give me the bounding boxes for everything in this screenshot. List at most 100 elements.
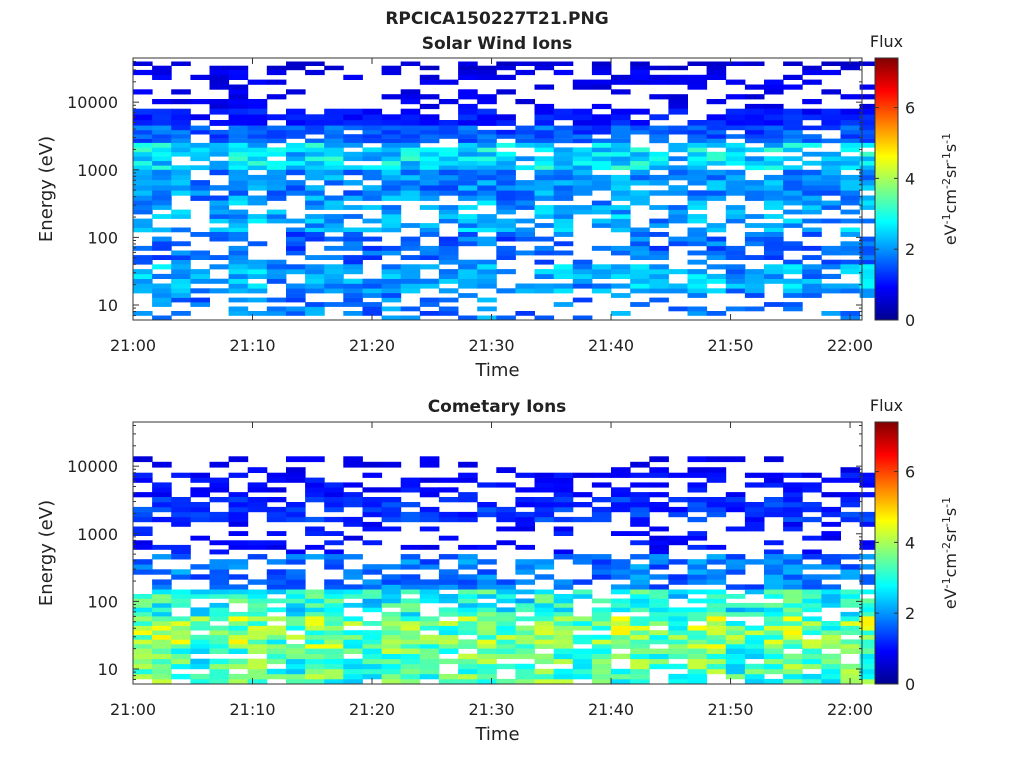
spectrogram-cell xyxy=(247,185,268,191)
spectrogram-cell xyxy=(286,241,306,247)
spectrogram-cell xyxy=(362,648,383,654)
spectrogram-cell xyxy=(266,625,287,631)
spectrogram-cell xyxy=(419,297,440,303)
spectrogram-cell xyxy=(534,616,555,622)
spectrogram-cell xyxy=(190,625,210,631)
spectrogram-cell xyxy=(171,594,191,599)
spectrogram-cell xyxy=(496,540,516,546)
spectrogram-cell xyxy=(591,200,612,206)
spectrogram-cell xyxy=(706,61,727,66)
spectrogram-cell xyxy=(438,209,459,215)
spectrogram-cell xyxy=(725,634,746,640)
spectrogram-cell xyxy=(247,598,268,604)
spectrogram-cell xyxy=(591,621,612,626)
spectrogram-cell xyxy=(266,165,287,171)
spectrogram-cell xyxy=(477,147,497,153)
spectrogram-cell xyxy=(859,673,880,680)
spectrogram-cell xyxy=(209,497,230,503)
spectrogram-cell xyxy=(419,648,440,654)
spectrogram-cell xyxy=(840,668,861,675)
spectrogram-cell xyxy=(419,160,440,166)
spectrogram-cell xyxy=(228,625,249,631)
y-tick-labels: 10 100 1000 10000 xyxy=(67,457,118,679)
spectrogram-cell xyxy=(687,218,708,224)
spectrogram-cell xyxy=(458,180,478,186)
spectrogram-cell xyxy=(553,125,574,131)
spectrogram-cell xyxy=(744,283,765,289)
spectrogram-cell xyxy=(859,142,880,148)
spectrogram-cell xyxy=(209,165,230,171)
spectrogram-cell xyxy=(419,598,440,604)
spectrogram-cell xyxy=(725,273,746,279)
spectrogram-cell xyxy=(515,502,535,508)
spectrogram-cell xyxy=(649,502,669,508)
spectrogram-cell xyxy=(630,190,650,196)
spectrogram-cell xyxy=(611,250,631,256)
spectrogram-cell xyxy=(515,195,535,201)
spectrogram-cell xyxy=(725,554,746,560)
spectrogram-cell xyxy=(209,65,230,71)
spectrogram-cell xyxy=(381,497,402,503)
spectrogram-cell xyxy=(572,169,593,176)
spectrogram-cell xyxy=(190,273,210,279)
spectrogram-cell xyxy=(649,492,669,498)
spectrogram-cell xyxy=(821,653,841,660)
spectrogram-cell xyxy=(266,579,287,585)
spectrogram-cell xyxy=(783,625,803,631)
spectrogram-cell xyxy=(228,120,249,126)
spectrogram-cell xyxy=(171,589,191,595)
spectrogram-cell xyxy=(305,598,325,604)
spectrogram-cell xyxy=(228,99,249,105)
spectrogram-cell xyxy=(706,245,727,251)
spectrogram-cell xyxy=(286,467,306,473)
spectrogram-cell xyxy=(381,264,402,270)
spectrogram-cell xyxy=(190,472,210,478)
spectrogram-cell xyxy=(152,589,172,595)
spectrogram-cell xyxy=(630,506,650,513)
spectrogram-cell xyxy=(133,151,153,157)
spectrogram-cell xyxy=(783,594,803,599)
spectrogram-cell xyxy=(611,668,631,675)
spectrogram-cell xyxy=(458,174,478,181)
spectrogram-cell xyxy=(477,602,497,608)
spectrogram-cell xyxy=(687,79,708,85)
spectrogram-cell xyxy=(783,569,803,575)
spectrogram-cell xyxy=(419,658,440,665)
spectrogram-cell xyxy=(362,564,383,570)
spectrogram-cell xyxy=(591,165,612,171)
spectrogram-cell xyxy=(171,554,191,560)
spectrogram-cell xyxy=(802,245,822,251)
spectrogram-cell xyxy=(133,594,153,599)
spectrogram-cell xyxy=(649,456,669,463)
spectrogram-cell xyxy=(228,160,249,166)
spectrogram-cell xyxy=(152,185,172,191)
spectrogram-cell xyxy=(286,502,306,508)
spectrogram-cell xyxy=(687,269,708,275)
spectrogram-cell xyxy=(266,607,287,613)
spectrogram-cell xyxy=(496,653,516,660)
spectrogram-cell xyxy=(266,668,287,675)
spectrogram-cell xyxy=(591,634,612,640)
spectrogram-cell xyxy=(802,644,822,649)
spectrogram-cell xyxy=(133,668,153,675)
spectrogram-cell xyxy=(266,259,287,265)
spectrogram-cell xyxy=(381,293,402,298)
spectrogram-cell xyxy=(859,511,880,518)
spectrogram-cell xyxy=(821,245,841,251)
spectrogram-cell xyxy=(783,259,803,265)
spectrogram-cell xyxy=(458,611,478,617)
spectrogram-cell xyxy=(859,492,880,498)
spectrogram-cell xyxy=(649,278,669,284)
spectrogram-cell xyxy=(496,607,516,613)
spectrogram-cell xyxy=(171,264,191,270)
spectrogram-cell xyxy=(171,89,191,95)
spectrogram-cell xyxy=(859,554,880,560)
spectrogram-cell xyxy=(744,223,765,228)
spectrogram-cell xyxy=(859,634,880,640)
spectrogram-cell xyxy=(209,658,230,665)
spectrogram-cell xyxy=(152,315,172,321)
spectrogram-cell xyxy=(649,472,669,478)
spectrogram-cell xyxy=(668,644,688,649)
spectrogram-cell xyxy=(611,598,631,604)
spectrogram-cell xyxy=(783,644,803,649)
